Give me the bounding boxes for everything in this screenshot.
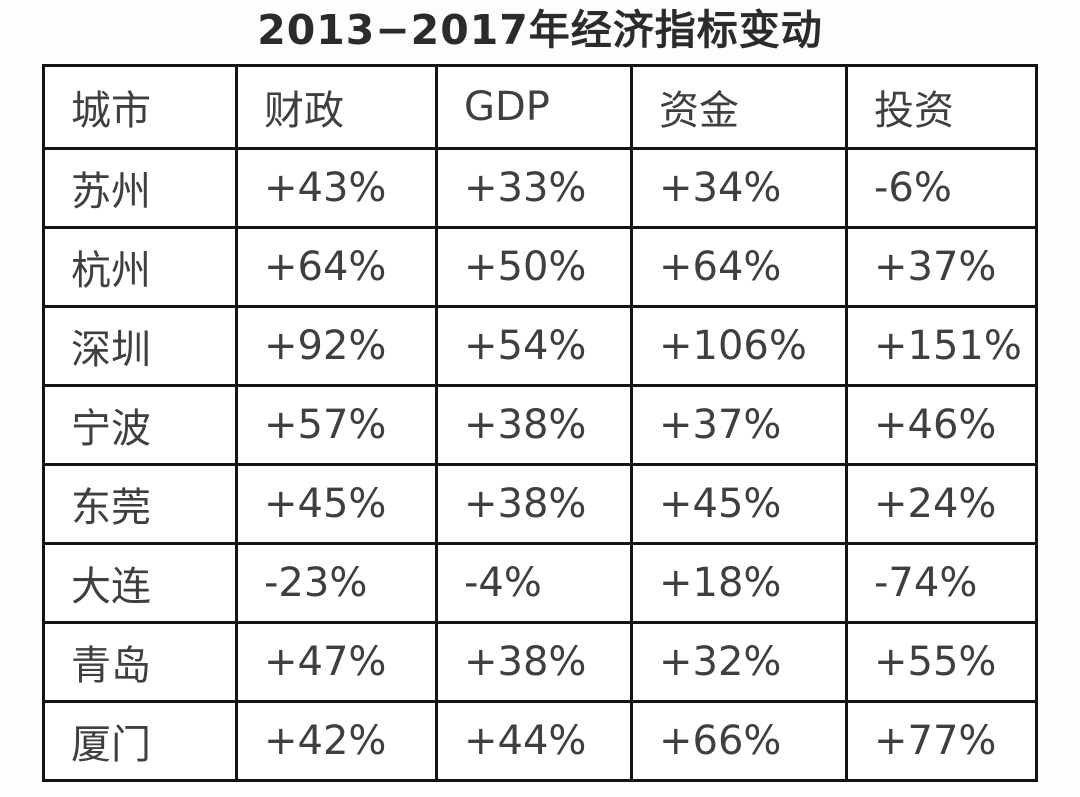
value-cell: +106% xyxy=(630,305,848,387)
value-cell: -74% xyxy=(845,542,1038,624)
value-cell: +45% xyxy=(630,463,848,545)
column-header-city: 城市 xyxy=(42,64,238,150)
value-cell: +77% xyxy=(845,700,1038,782)
value-cell: +64% xyxy=(235,226,438,308)
column-header-capital: 资金 xyxy=(630,64,848,150)
column-header-investment: 投资 xyxy=(845,64,1038,150)
value-cell: +24% xyxy=(845,463,1038,545)
value-cell: +44% xyxy=(435,700,633,782)
value-cell: -23% xyxy=(235,542,438,624)
value-cell: +64% xyxy=(630,226,848,308)
city-cell: 东莞 xyxy=(42,463,238,545)
value-cell: +57% xyxy=(235,384,438,466)
value-cell: +66% xyxy=(630,700,848,782)
column-header-gdp: GDP xyxy=(435,64,633,150)
column-header-fiscal: 财政 xyxy=(235,64,438,150)
table-row: 青岛 +47% +38% +32% +55% xyxy=(42,621,1038,703)
table-row: 深圳 +92% +54% +106% +151% xyxy=(42,305,1038,387)
table-row: 厦门 +42% +44% +66% +77% xyxy=(42,700,1038,782)
city-cell: 深圳 xyxy=(42,305,238,387)
table-row: 苏州 +43% +33% +34% -6% xyxy=(42,147,1038,229)
value-cell: +46% xyxy=(845,384,1038,466)
value-cell: +38% xyxy=(435,463,633,545)
value-cell: -6% xyxy=(845,147,1038,229)
table-header: 城市 财政 GDP 资金 投资 xyxy=(42,64,1038,150)
value-cell: +38% xyxy=(435,384,633,466)
value-cell: +37% xyxy=(845,226,1038,308)
table-body: 苏州 +43% +33% +34% -6% 杭州 +64% +50% +64% +37% 深圳 +92… xyxy=(42,147,1038,782)
city-cell: 厦门 xyxy=(42,700,238,782)
header-row: 城市 财政 GDP 资金 投资 xyxy=(42,64,1038,150)
value-cell: +33% xyxy=(435,147,633,229)
value-cell: +45% xyxy=(235,463,438,545)
value-cell: +18% xyxy=(630,542,848,624)
value-cell: +92% xyxy=(235,305,438,387)
city-cell: 宁波 xyxy=(42,384,238,466)
value-cell: +32% xyxy=(630,621,848,703)
value-cell: +42% xyxy=(235,700,438,782)
city-cell: 杭州 xyxy=(42,226,238,308)
city-cell: 苏州 xyxy=(42,147,238,229)
economic-indicators-table: 城市 财政 GDP 资金 投资 苏州 +43% +33% +34% -6% 杭州 +64% +… xyxy=(42,64,1038,782)
value-cell: +34% xyxy=(630,147,848,229)
value-cell: +55% xyxy=(845,621,1038,703)
value-cell: +47% xyxy=(235,621,438,703)
city-cell: 大连 xyxy=(42,542,238,624)
value-cell: -4% xyxy=(435,542,633,624)
table-row: 杭州 +64% +50% +64% +37% xyxy=(42,226,1038,308)
value-cell: +151% xyxy=(845,305,1038,387)
value-cell: +43% xyxy=(235,147,438,229)
value-cell: +38% xyxy=(435,621,633,703)
page-title: 2013−2017年经济指标变动 xyxy=(257,6,823,54)
value-cell: +50% xyxy=(435,226,633,308)
table-row: 宁波 +57% +38% +37% +46% xyxy=(42,384,1038,466)
city-cell: 青岛 xyxy=(42,621,238,703)
value-cell: +54% xyxy=(435,305,633,387)
value-cell: +37% xyxy=(630,384,848,466)
table-row: 大连 -23% -4% +18% -74% xyxy=(42,542,1038,624)
table-row: 东莞 +45% +38% +45% +24% xyxy=(42,463,1038,545)
